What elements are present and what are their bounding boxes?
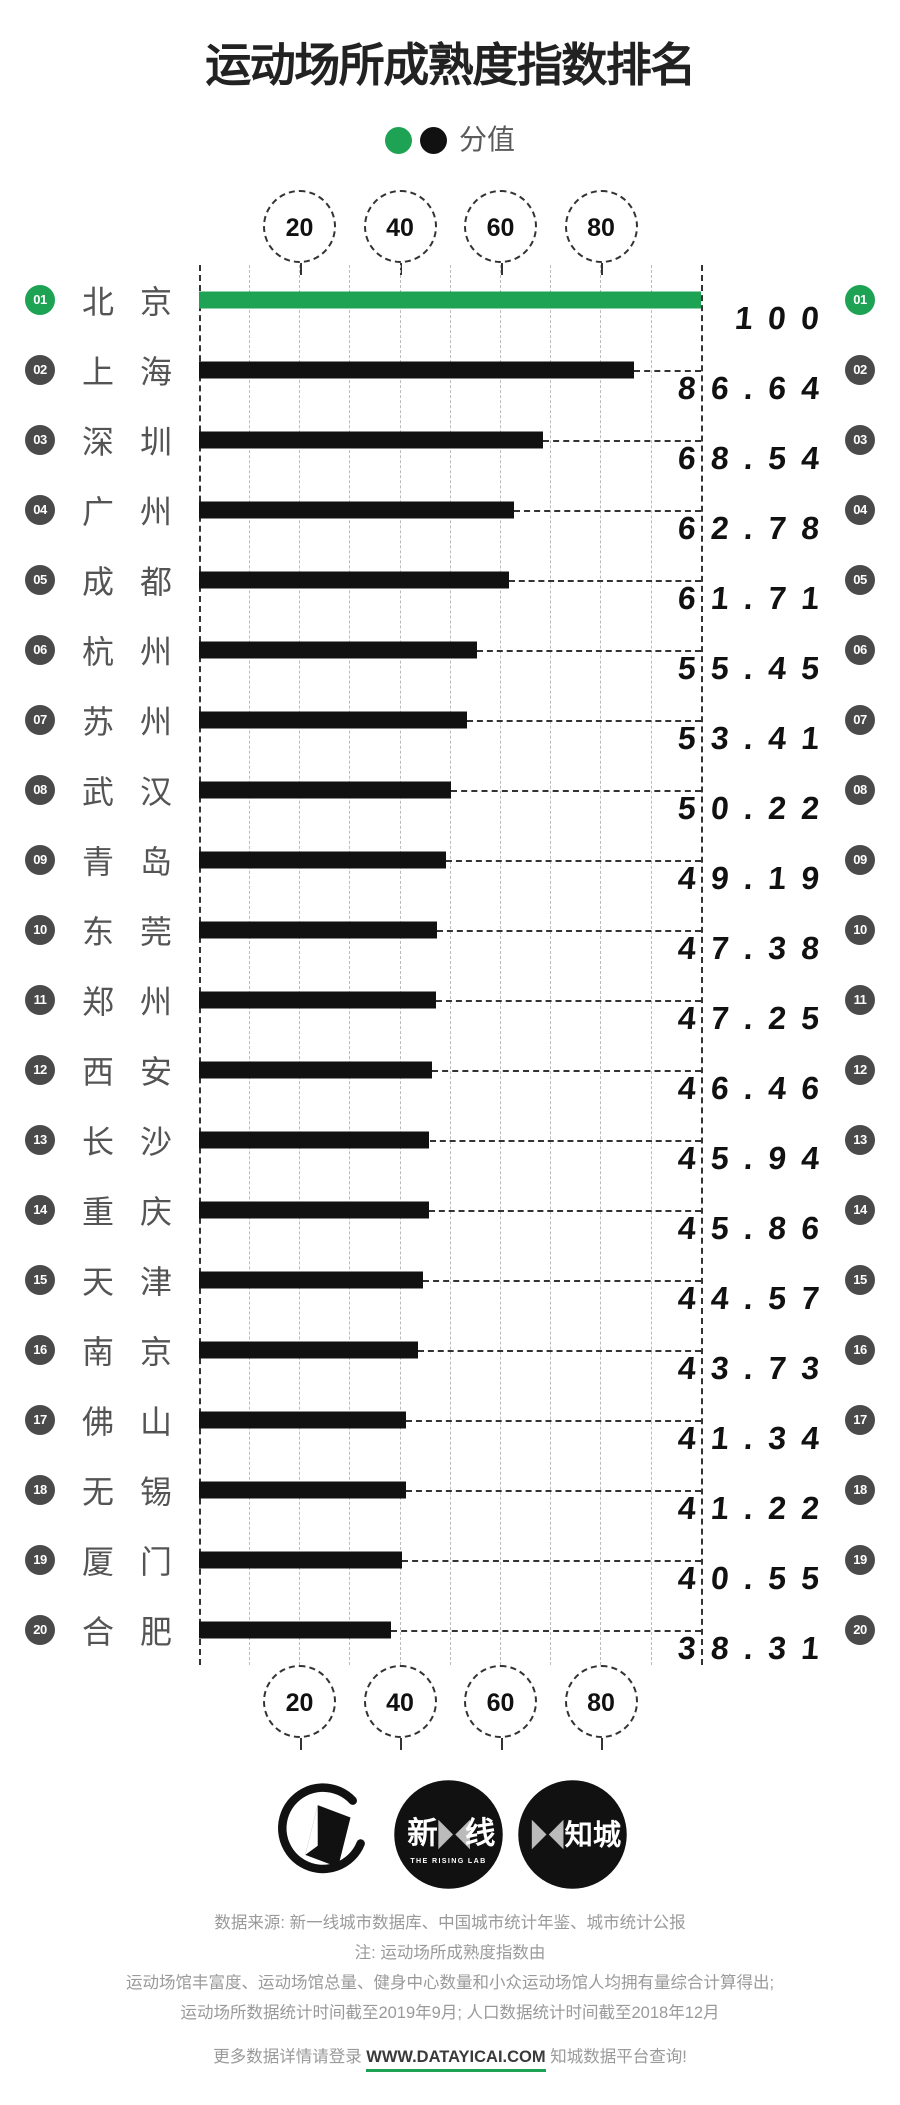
- svg-text:线: 线: [465, 1817, 496, 1851]
- svg-text:知城: 知城: [565, 1819, 622, 1851]
- svg-text:THE RISING LAB: THE RISING LAB: [410, 1857, 486, 1865]
- svg-text:新: 新: [407, 1817, 438, 1851]
